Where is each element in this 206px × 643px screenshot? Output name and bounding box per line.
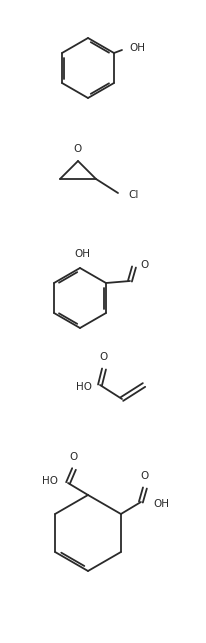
Text: OH: OH (74, 249, 90, 259)
Text: O: O (74, 144, 82, 154)
Text: O: O (140, 471, 148, 481)
Text: O: O (70, 452, 78, 462)
Text: HO: HO (42, 476, 58, 486)
Text: Cl: Cl (127, 190, 138, 200)
Text: OH: OH (152, 499, 168, 509)
Text: O: O (99, 352, 108, 362)
Text: HO: HO (76, 382, 91, 392)
Text: O: O (139, 260, 147, 270)
Text: OH: OH (128, 43, 144, 53)
